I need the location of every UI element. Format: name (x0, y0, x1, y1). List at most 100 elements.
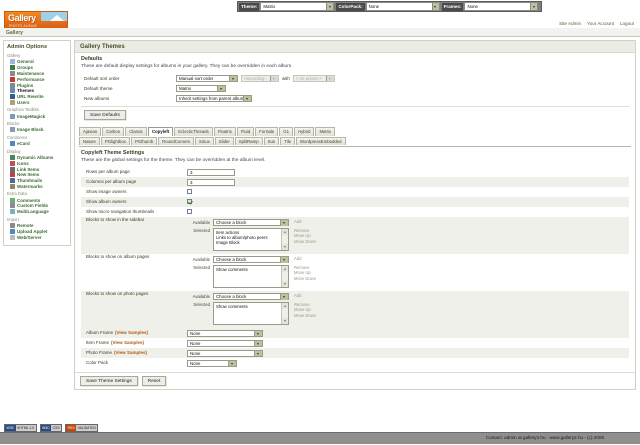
sidebar-item-watermarks[interactable]: Watermarks (7, 183, 67, 190)
scroll-up-icon[interactable] (282, 302, 288, 309)
tab-slider[interactable]: Slider (214, 136, 234, 146)
scroll-up-icon[interactable] (282, 265, 288, 272)
sidebar-item-url-rewrite[interactable]: URL Rewrite (7, 94, 67, 100)
frame-select[interactable]: None (187, 339, 263, 347)
list-item[interactable]: Links to album/photo peers (216, 234, 268, 240)
sidebar-item-new-items[interactable]: New Items (7, 172, 67, 178)
view-samples-link[interactable]: (View Samples) (114, 350, 147, 356)
tab-sun[interactable]: Sun (263, 136, 280, 146)
tab-siriux[interactable]: Siriux (195, 136, 214, 146)
block-action-move-down[interactable]: Move Down (294, 238, 317, 244)
validator-badge-w3c[interactable]: W3C CSS (39, 424, 63, 432)
block-action-remove[interactable]: Remove (294, 301, 310, 307)
sidebar-item-dynamic-albums[interactable]: Dynamic Albums (7, 154, 67, 161)
default-theme-select[interactable]: Matrix (176, 84, 226, 92)
scroll-down-icon[interactable] (282, 280, 288, 287)
list-item[interactable]: Show comments (216, 266, 248, 272)
view-samples-link[interactable]: (View Samples) (111, 340, 144, 346)
new-albums-select[interactable]: Inherit settings from parent album (176, 94, 252, 102)
setting-text-input[interactable]: 3 (187, 178, 235, 186)
setting-checkbox[interactable] (187, 208, 192, 214)
tab-classic[interactable]: Classic (125, 127, 148, 136)
default-sort-order-select[interactable]: Manual sort order (176, 74, 238, 82)
available-block-select[interactable]: Choose a block (213, 219, 289, 227)
sidebar-item-image-block[interactable]: Image Block (7, 127, 67, 133)
logout-link[interactable]: Logout (619, 21, 634, 26)
tab-splitramp[interactable]: SplitRamp (234, 136, 263, 146)
block-action-remove[interactable]: Remove (294, 227, 310, 233)
sidebar-item-users[interactable]: Users (7, 99, 67, 105)
add-block-button[interactable]: Add (294, 256, 302, 262)
sidebar-item-remote[interactable]: Remote (7, 223, 67, 229)
sidebar-item-comments[interactable]: Comments (7, 197, 67, 203)
scroll-down-icon[interactable] (282, 243, 288, 250)
sidebar-item-groups[interactable]: Groups (7, 65, 67, 71)
listbox-scrollbar[interactable] (281, 228, 288, 250)
save-defaults-button[interactable]: Save Defaults (84, 110, 126, 120)
validator-badge-rss[interactable]: RSS VALIDATED (65, 424, 99, 432)
block-action-move-up[interactable]: Move Up (294, 270, 311, 276)
tab-nature[interactable]: Nature (79, 136, 100, 146)
tab-eclecticthreads[interactable]: EclecticThreads (174, 127, 213, 136)
sidebar-item-performance[interactable]: Performance (7, 76, 67, 82)
scroll-down-icon[interactable] (282, 317, 288, 324)
theme-selector[interactable]: Matrix (260, 2, 335, 11)
tab-fluid[interactable]: Fluid (236, 127, 255, 136)
selected-blocks-listbox[interactable]: Show comments (213, 264, 289, 288)
sidebar-item-themes[interactable]: Themes (7, 88, 67, 94)
tab-floatrix[interactable]: Floatrix (213, 127, 236, 136)
frames-selector[interactable]: None (464, 2, 539, 11)
sidebar-item-multilanguage[interactable]: MultiLanguage (7, 209, 67, 215)
sort-direction-select[interactable]: Ascending (241, 74, 279, 82)
validator-badge-w3c[interactable]: W3C XHTML 1.0 (4, 424, 37, 432)
setting-text-input[interactable]: 3 (187, 168, 235, 176)
tab-pglightbox[interactable]: PGlightbox (100, 136, 130, 146)
selected-blocks-listbox[interactable]: Show comments (213, 301, 289, 325)
tab-wordpressembedded[interactable]: WordpressEmbedded (296, 136, 346, 146)
sidebar-item-general[interactable]: General (7, 59, 67, 65)
tab-ajaxian[interactable]: Ajaxian (79, 127, 102, 136)
your-account-link[interactable]: Your Account (587, 21, 614, 26)
sidebar-item-icons[interactable]: Icons (7, 160, 67, 166)
block-action-move-down[interactable]: Move Down (294, 312, 317, 318)
reset-button[interactable]: Reset (141, 376, 167, 387)
sidebar-item-thumbnails[interactable]: Thumbnails (7, 178, 67, 184)
tab-carbon[interactable]: Carbon (102, 127, 125, 136)
block-action-remove[interactable]: Remove (294, 264, 310, 270)
tab-pgthumb[interactable]: PGthumb (130, 136, 158, 146)
available-block-select[interactable]: Choose a block (213, 293, 289, 301)
frame-select[interactable]: None (187, 359, 237, 367)
tab-forsale[interactable]: ForSale (255, 127, 279, 136)
scroll-up-icon[interactable] (282, 228, 288, 235)
list-item[interactable]: Image Block (216, 240, 240, 246)
tab-copyleft[interactable]: Copyleft (148, 127, 174, 136)
setting-checkbox[interactable] (187, 198, 192, 204)
sidebar-item-plugins[interactable]: Plugins (7, 82, 67, 88)
sidebar-item-upload-applet[interactable]: Upload Applet (7, 228, 67, 234)
listbox-scrollbar[interactable] (281, 265, 288, 287)
frame-select[interactable]: None (187, 349, 263, 357)
available-block-select[interactable]: Choose a block (213, 256, 289, 264)
sidebar-item-custom-fields[interactable]: Custom Fields (7, 203, 67, 209)
view-samples-link[interactable]: (View Samples) (115, 330, 148, 336)
list-item[interactable]: Show comments (216, 303, 248, 309)
setting-checkbox[interactable] (187, 188, 192, 194)
listbox-scrollbar[interactable] (281, 302, 288, 324)
frame-select[interactable]: None (187, 329, 263, 337)
tab-roundcorners[interactable]: RoundCorners (158, 136, 195, 146)
block-action-move-down[interactable]: Move Down (294, 275, 317, 281)
block-action-move-up[interactable]: Move Up (294, 233, 311, 239)
selected-blocks-listbox[interactable]: Item actions Links to album/photo peers Im… (213, 227, 289, 251)
add-block-button[interactable]: Add (294, 293, 302, 299)
sidebar-item-link-items[interactable]: Link Items (7, 166, 67, 172)
site-admin-link[interactable]: Site Admin (559, 21, 582, 26)
sort-preset-select[interactable]: < no preset > (292, 74, 335, 82)
tab-matrix[interactable]: Matrix (315, 127, 336, 136)
block-action-move-up[interactable]: Move Up (294, 307, 311, 313)
sidebar-item-maintenance[interactable]: Maintenance (7, 70, 67, 77)
save-theme-settings-button[interactable]: Save Theme Settings (80, 376, 138, 387)
tab-g1[interactable]: G1 (279, 127, 294, 136)
list-item[interactable]: Item actions (216, 229, 240, 235)
sidebar-item-web-server[interactable]: Web/Server (7, 234, 67, 240)
sidebar-item-ecard[interactable]: eCard (7, 141, 67, 147)
